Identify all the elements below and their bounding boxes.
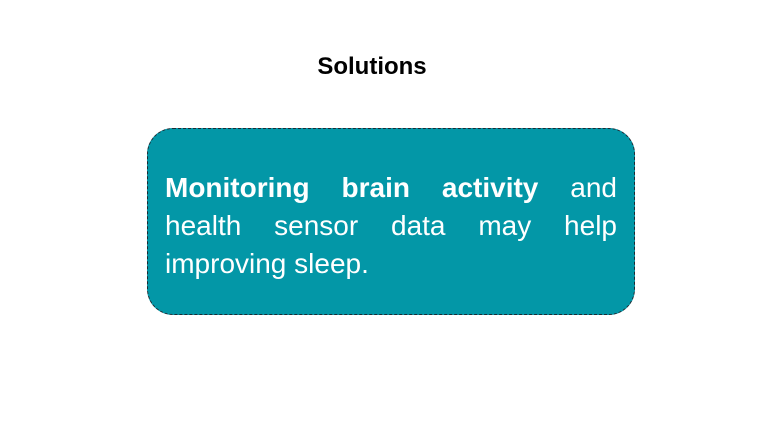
callout-bold-text: Monitoring brain activity bbox=[165, 172, 539, 203]
solution-callout-box: Monitoring brain activity and health sen… bbox=[147, 128, 635, 315]
slide-title: Solutions bbox=[317, 53, 427, 80]
callout-text: Monitoring brain activity and health sen… bbox=[165, 169, 617, 283]
callout-rest-text: and health sensor data may help improvin… bbox=[165, 172, 617, 279]
